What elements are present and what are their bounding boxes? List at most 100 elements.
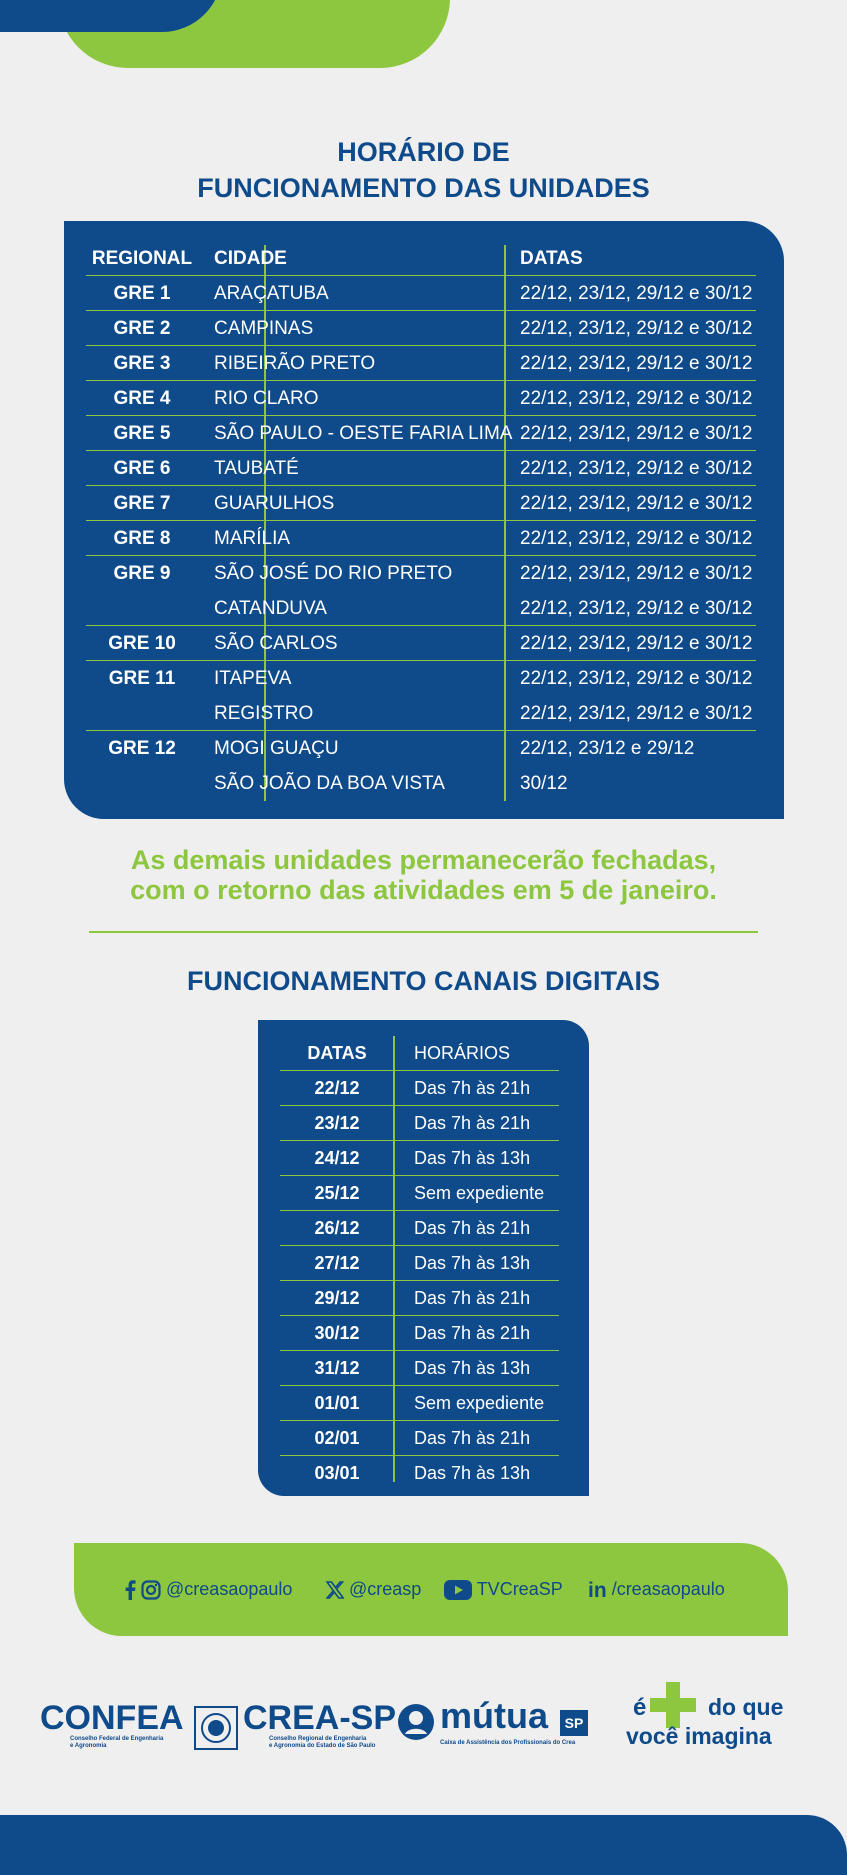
digital-channels-title: FUNCIONAMENTO CANAIS DIGITAIS	[186, 966, 660, 996]
creasp-subtitle-2: e Agronomia do Estado de São Paulo	[269, 1743, 376, 1749]
dates-cell: 22/12, 23/12, 29/12 e 30/12	[520, 353, 753, 374]
digital-table-row: 31/12 Das 7h às 13h	[280, 1351, 559, 1386]
confea-logo: CONFEA Conselho Federal de Engenharia e …	[40, 1700, 184, 1750]
regional-cell: GRE 3	[113, 353, 171, 374]
page-title-line1: HORÁRIO DE	[337, 137, 510, 167]
instagram-icon	[141, 1580, 161, 1600]
creasp-wordmark: CREA-SP	[243, 1699, 397, 1737]
units-table-row: GRE 5 SÃO PAULO - OESTE FARIA LIMA 22/12, …	[86, 416, 756, 451]
city-cell: CAMPINAS	[214, 318, 314, 339]
social-linkedin[interactable]: in /creasaopaulo	[588, 1543, 725, 1636]
units-table-panel: REGIONAL CIDADE DATAS GRE 1 ARAÇATUBA 22/1…	[64, 221, 784, 819]
confea-subtitle-2: e Agronomia	[70, 1743, 107, 1749]
units-table-row: GRE 3 RIBEIRÃO PRETO 22/12, 23/12, 29/12 e…	[86, 346, 756, 381]
column-divider	[264, 245, 266, 801]
linkedin-handle: /creasaopaulo	[611, 1579, 725, 1599]
digital-table-row: 25/12 Sem expediente	[280, 1176, 559, 1211]
digital-date-cell: 02/01	[314, 1428, 360, 1448]
slogan: é do que você imagina	[626, 1682, 806, 1752]
city-cell: MARÍLIA	[214, 528, 291, 549]
mutua-wordmark: mútua	[440, 1695, 548, 1736]
dates-cell: 22/12, 23/12, 29/12 e 30/12	[520, 633, 753, 654]
regional-cell: GRE 1	[113, 283, 171, 304]
regional-cell: GRE 4	[113, 388, 171, 409]
digital-date-cell: 03/01	[314, 1463, 360, 1483]
dates-cell: 22/12, 23/12, 29/12 e 30/12	[520, 668, 753, 689]
plus-icon	[650, 1682, 696, 1728]
units-table-row: GRE 2 CAMPINAS 22/12, 23/12, 29/12 e 30/12	[86, 311, 756, 346]
digital-table-row: 23/12 Das 7h às 21h	[280, 1106, 559, 1141]
slogan-voce-imagina: você imagina	[626, 1723, 772, 1749]
header-regional: REGIONAL	[91, 248, 193, 269]
dates-cell: 22/12, 23/12, 29/12 e 30/12	[520, 458, 753, 479]
regional-cell: GRE 8	[113, 528, 171, 549]
city-cell: ITAPEVA	[214, 668, 292, 689]
digital-table-row: 27/12 Das 7h às 13h	[280, 1246, 559, 1281]
digital-table-row: 03/01 Das 7h às 13h	[280, 1456, 559, 1491]
city-cell: RIO CLARO	[214, 388, 319, 409]
dates-cell: 22/12, 23/12, 29/12 e 30/12	[520, 318, 753, 339]
social-facebook-instagram[interactable]: @creasaopaulo	[124, 1543, 292, 1636]
city-cell: GUARULHOS	[214, 493, 335, 514]
social-media-band: @creasaopaulo @creasp TVCreaSP in /creas…	[74, 1543, 788, 1636]
digital-table-row: 26/12 Das 7h às 21h	[280, 1211, 559, 1246]
notice-line1: As demais unidades permanecerão fechadas…	[130, 845, 717, 875]
social-x[interactable]: @creasp	[326, 1543, 421, 1636]
page-title-line2: FUNCIONAMENTO DAS UNIDADES	[197, 173, 650, 203]
dates-cell: 22/12, 23/12, 29/12 e 30/12	[520, 528, 753, 549]
units-table: REGIONAL CIDADE DATAS GRE 1 ARAÇATUBA 22/1…	[86, 241, 756, 801]
units-table-row: GRE 4 RIO CLARO 22/12, 23/12, 29/12 e 30/1…	[86, 381, 756, 416]
social-youtube[interactable]: TVCreaSP	[444, 1543, 563, 1636]
units-table-row: GRE 7 GUARULHOS 22/12, 23/12, 29/12 e 30/1…	[86, 486, 756, 521]
digital-date-cell: 29/12	[314, 1288, 360, 1308]
digital-hours-cell: Das 7h às 21h	[414, 1288, 531, 1308]
digital-table: DATAS HORÁRIOS 22/12 Das 7h às 21h 23/12 Da…	[280, 1036, 559, 1491]
units-table-row: GRE 8 MARÍLIA 22/12, 23/12, 29/12 e 30/12	[86, 521, 756, 556]
digital-hours-cell: Das 7h às 13h	[414, 1358, 531, 1378]
digital-hours-cell: Das 7h às 13h	[414, 1253, 531, 1273]
top-blue-shape	[0, 0, 222, 32]
regional-cell: GRE 9	[113, 563, 171, 584]
digital-hours-cell: Sem expediente	[414, 1183, 545, 1203]
digital-hours-cell: Das 7h às 21h	[414, 1323, 531, 1343]
digital-date-cell: 31/12	[314, 1358, 360, 1378]
header-city: CIDADE	[214, 248, 287, 269]
digital-date-cell: 24/12	[314, 1148, 360, 1168]
dates-cell: 22/12, 23/12, 29/12 e 30/12	[520, 388, 753, 409]
digital-table-row: 24/12 Das 7h às 13h	[280, 1141, 559, 1176]
digital-table-row: 29/12 Das 7h às 21h	[280, 1281, 559, 1316]
section-divider	[89, 931, 758, 933]
city-cell: SÃO JOSÉ DO RIO PRETO	[214, 563, 453, 584]
coat-of-arms-icon	[201, 1713, 231, 1743]
units-table-row: GRE 1 ARAÇATUBA 22/12, 23/12, 29/12 e 30/1…	[86, 276, 756, 311]
digital-date-cell: 23/12	[314, 1113, 360, 1133]
digital-hours-cell: Das 7h às 21h	[414, 1078, 531, 1098]
dates-cell: 22/12, 23/12, 29/12 e 30/12	[520, 703, 753, 724]
digital-table-header: DATAS HORÁRIOS	[280, 1036, 559, 1071]
regional-cell: GRE 6	[113, 458, 171, 479]
digital-hours-cell: Das 7h às 21h	[414, 1218, 531, 1238]
slogan-e: é	[633, 1694, 647, 1721]
units-table-row: GRE 11 ITAPEVA 22/12, 23/12, 29/12 e 30/12…	[86, 661, 756, 731]
city-cell: ARAÇATUBA	[214, 283, 329, 304]
digital-date-cell: 30/12	[314, 1323, 360, 1343]
digital-date-cell: 26/12	[314, 1218, 360, 1238]
units-table-row: GRE 6 TAUBATÉ 22/12, 23/12, 29/12 e 30/12	[86, 451, 756, 486]
city-cell: MOGI GUAÇU	[214, 738, 339, 759]
dates-cell: 22/12, 23/12 e 29/12	[520, 738, 695, 759]
units-table-row: GRE 12 MOGI GUAÇU 22/12, 23/12 e 29/12 SÃO …	[86, 731, 756, 801]
instagram-handle: @creasaopaulo	[166, 1579, 293, 1599]
city-cell: TAUBATÉ	[214, 458, 299, 479]
city-cell: CATANDUVA	[214, 598, 327, 619]
slogan-do-que: do que	[708, 1694, 784, 1720]
youtube-icon	[444, 1580, 472, 1601]
digital-date-cell: 01/01	[314, 1393, 360, 1413]
creasp-logo: CREA-SP Conselho Regional de Engenharia …	[243, 1700, 396, 1750]
digital-table-row: 22/12 Das 7h às 21h	[280, 1071, 559, 1106]
digital-table-row: 30/12 Das 7h às 21h	[280, 1316, 559, 1351]
bottom-blue-bar	[0, 1815, 847, 1875]
city-cell: RIBEIRÃO PRETO	[214, 353, 376, 374]
digital-hours-cell: Das 7h às 21h	[414, 1428, 531, 1448]
brasao-emblem	[194, 1706, 238, 1750]
header-dates: DATAS	[520, 248, 583, 269]
